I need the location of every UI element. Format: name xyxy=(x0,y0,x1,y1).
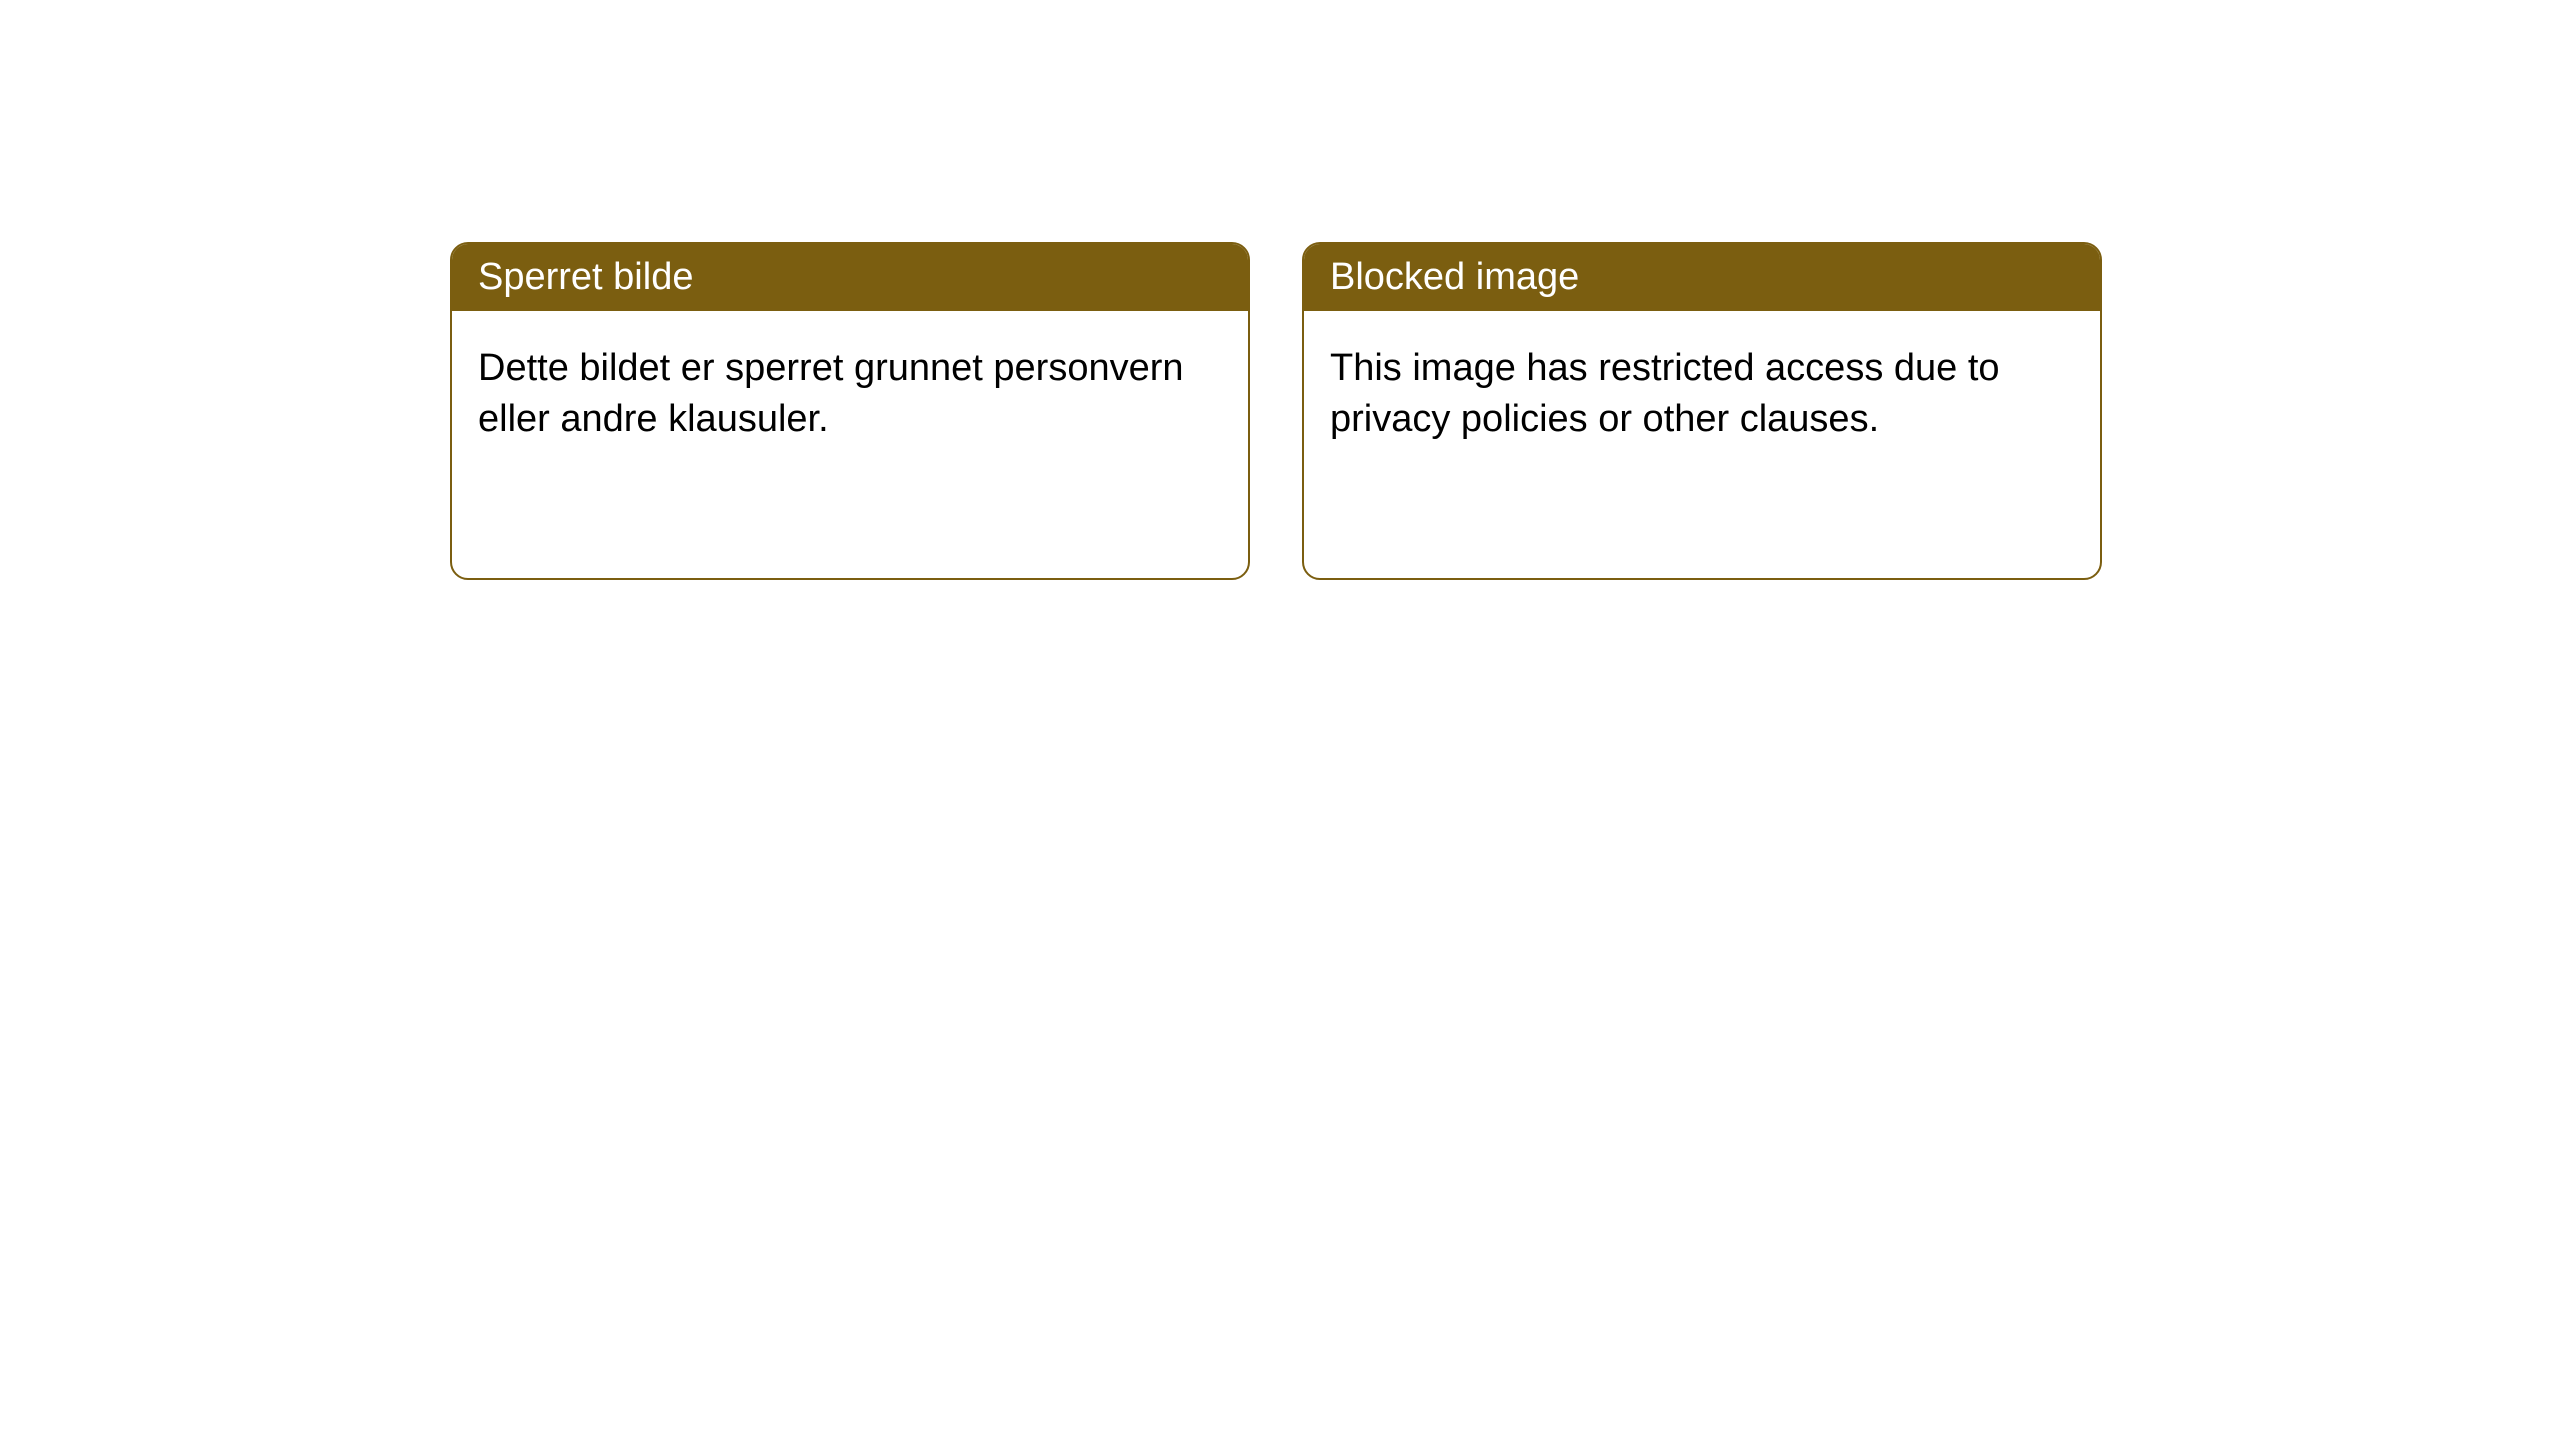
notice-header-en: Blocked image xyxy=(1304,244,2100,311)
notice-text-en: This image has restricted access due to … xyxy=(1330,347,2000,440)
notice-title-en: Blocked image xyxy=(1330,256,1579,298)
notice-header-nb: Sperret bilde xyxy=(452,244,1248,311)
notice-card-en: Blocked image This image has restricted … xyxy=(1302,242,2102,580)
notice-container: Sperret bilde Dette bildet er sperret gr… xyxy=(0,0,2560,580)
notice-title-nb: Sperret bilde xyxy=(478,256,693,298)
notice-text-nb: Dette bildet er sperret grunnet personve… xyxy=(478,347,1184,440)
notice-card-nb: Sperret bilde Dette bildet er sperret gr… xyxy=(450,242,1250,580)
notice-body-en: This image has restricted access due to … xyxy=(1304,311,2100,478)
notice-body-nb: Dette bildet er sperret grunnet personve… xyxy=(452,311,1248,478)
